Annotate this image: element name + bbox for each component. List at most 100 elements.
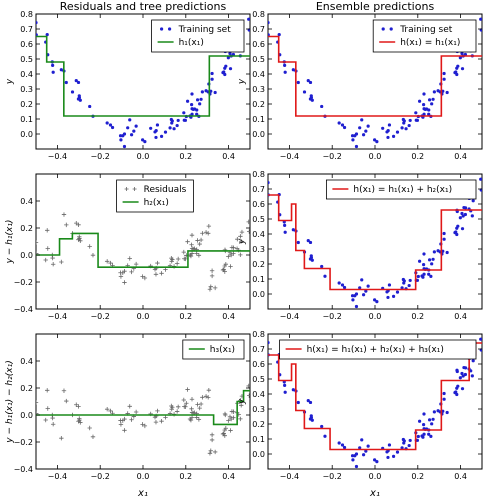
legend-swatch-plus [132, 187, 137, 191]
data-point [427, 272, 431, 276]
residual-point [45, 406, 50, 411]
data-point [247, 17, 250, 21]
residual-point [181, 249, 187, 255]
y-tick-label: −0.2 [14, 278, 33, 287]
data-point [222, 70, 226, 74]
x-tick-label: −0.2 [90, 472, 109, 481]
data-point [460, 211, 464, 216]
data-point [427, 108, 431, 112]
residual-point [231, 251, 236, 256]
data-point [387, 443, 392, 447]
residual-point [76, 404, 81, 409]
data-point [213, 90, 217, 95]
data-point [391, 454, 396, 458]
y-tick-label: 0.2 [252, 420, 265, 429]
residual-point [59, 259, 64, 265]
data-point [408, 278, 412, 283]
data-point [423, 107, 427, 112]
data-point [462, 365, 466, 370]
residual-point [87, 425, 92, 431]
y-tick-label: 0.0 [252, 450, 265, 459]
legend-label: h₁(x₁) [179, 38, 204, 48]
x-tick-label: 0.4 [222, 312, 235, 321]
x-tick-label: 0.4 [454, 152, 467, 161]
data-point [387, 283, 392, 287]
data-point [456, 224, 460, 228]
residual-point [185, 239, 190, 244]
residual-point [185, 387, 190, 392]
data-point [385, 450, 389, 454]
data-point [387, 123, 392, 127]
data-point [454, 70, 458, 74]
data-point [445, 250, 449, 255]
residual-point [198, 237, 204, 243]
residual-point [133, 409, 139, 415]
data-point [442, 237, 446, 241]
data-point [226, 56, 230, 60]
data-point [296, 400, 300, 405]
residual-point [189, 232, 195, 238]
residual-point [246, 229, 250, 234]
residual-point [122, 428, 127, 433]
residual-point [182, 404, 187, 409]
residual-point [209, 437, 215, 443]
residual-point [45, 246, 50, 251]
residual-point [74, 220, 79, 226]
data-point [395, 130, 400, 134]
residual-point [194, 251, 199, 256]
data-point [385, 290, 389, 294]
x-tick-label: −0.4 [48, 152, 67, 161]
residual-point [226, 254, 231, 259]
data-point [308, 80, 313, 85]
plot-area [268, 177, 482, 309]
data-point [432, 410, 436, 414]
data-point [122, 132, 127, 136]
data-point [417, 99, 422, 103]
residual-point [223, 261, 229, 267]
data-point [283, 70, 287, 74]
data-point [354, 464, 359, 469]
residual-point [221, 267, 226, 272]
data-point [195, 112, 199, 116]
legend-box [151, 19, 245, 53]
residual-point [76, 222, 81, 228]
residual-point [155, 260, 160, 266]
data-point [458, 376, 462, 380]
legend-swatch-dot [389, 27, 393, 31]
residual-point [153, 419, 159, 425]
y-axis-label: y [237, 398, 247, 405]
data-point [351, 138, 355, 142]
residual-point [174, 409, 180, 414]
residual-point [194, 415, 199, 420]
data-point [306, 79, 310, 83]
residual-point [238, 234, 243, 239]
data-point [454, 230, 458, 234]
data-point [400, 446, 404, 450]
data-point [416, 274, 420, 279]
residual-point [228, 252, 234, 258]
residual-point [246, 383, 250, 389]
data-point [350, 294, 355, 298]
data-point [366, 124, 370, 128]
residual-point [221, 431, 226, 436]
legend: Training set h(x₁) = h₁(x₁) [372, 19, 477, 53]
legend-label: Training set [399, 25, 453, 35]
data-point [360, 278, 364, 282]
x-tick-label: 0.2 [179, 152, 192, 161]
x-tick-label: 0.4 [222, 472, 235, 481]
legend-swatch-dot [160, 27, 164, 31]
data-point [210, 71, 214, 76]
legend: Residuals h₂(x₁) [116, 179, 194, 213]
data-point [198, 102, 202, 106]
data-point [309, 254, 313, 258]
data-point [342, 125, 347, 130]
residual-point [59, 435, 64, 441]
data-point [361, 293, 366, 297]
panel-6: −0.4 −0.2 0.0 0.2 0.4 0.0 0.1 0.2 0.3 0.4 0.5 0.6 0.… [237, 330, 483, 481]
residual-point [208, 284, 213, 289]
data-point [323, 434, 327, 438]
y-tick-label: 0.0 [20, 130, 33, 139]
data-point [224, 64, 228, 68]
data-point [190, 92, 194, 96]
data-point [432, 90, 436, 94]
